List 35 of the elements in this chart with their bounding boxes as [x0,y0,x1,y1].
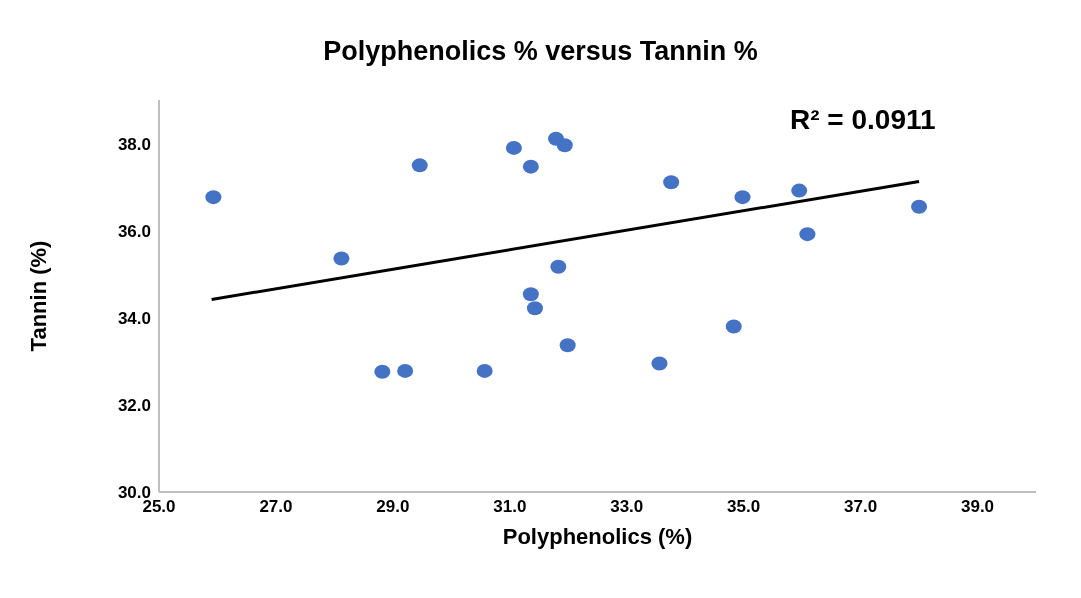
x-tick-label: 37.0 [844,497,878,517]
point [522,287,539,302]
y-tick-label: 38.0 [117,134,151,154]
point [505,140,522,155]
y-tick-label: 32.0 [117,395,151,415]
point [663,175,680,190]
point [374,364,391,379]
point [911,199,928,214]
point [522,159,539,174]
point [556,138,573,153]
point [397,363,414,378]
y-tick-label: 34.0 [117,308,151,328]
point [550,259,567,274]
point [333,251,350,266]
point [791,183,808,198]
point [734,190,751,205]
y-axis-title: Tannin (%) [25,240,51,352]
point [526,301,543,316]
x-tick-label: 39.0 [960,497,995,517]
x-tick-label: 35.0 [727,497,761,517]
point [411,158,428,173]
y-tick-label: 36.0 [117,221,151,241]
point [205,190,222,205]
x-tick-label: 29.0 [376,497,410,517]
point [799,227,816,242]
point [476,363,493,378]
x-tick-label: 33.0 [610,497,644,517]
x-tick-label: 31.0 [493,497,527,517]
x-axis-title: Polyphenolics (%) [502,524,693,549]
chart-title: Polyphenolics % versus Tannin % [322,36,759,67]
point [559,338,576,353]
point [651,356,668,371]
x-tick-label: 27.0 [259,497,293,517]
point [725,319,742,334]
annotation: R² = 0.0911 [790,104,936,136]
